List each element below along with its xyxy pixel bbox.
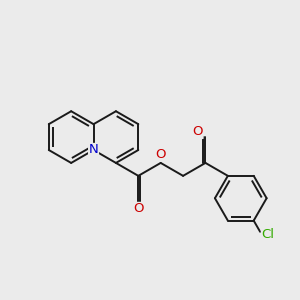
Text: N: N: [89, 143, 98, 157]
Text: Cl: Cl: [261, 228, 274, 241]
Text: O: O: [155, 148, 166, 161]
Text: O: O: [193, 125, 203, 138]
Text: O: O: [133, 202, 144, 215]
